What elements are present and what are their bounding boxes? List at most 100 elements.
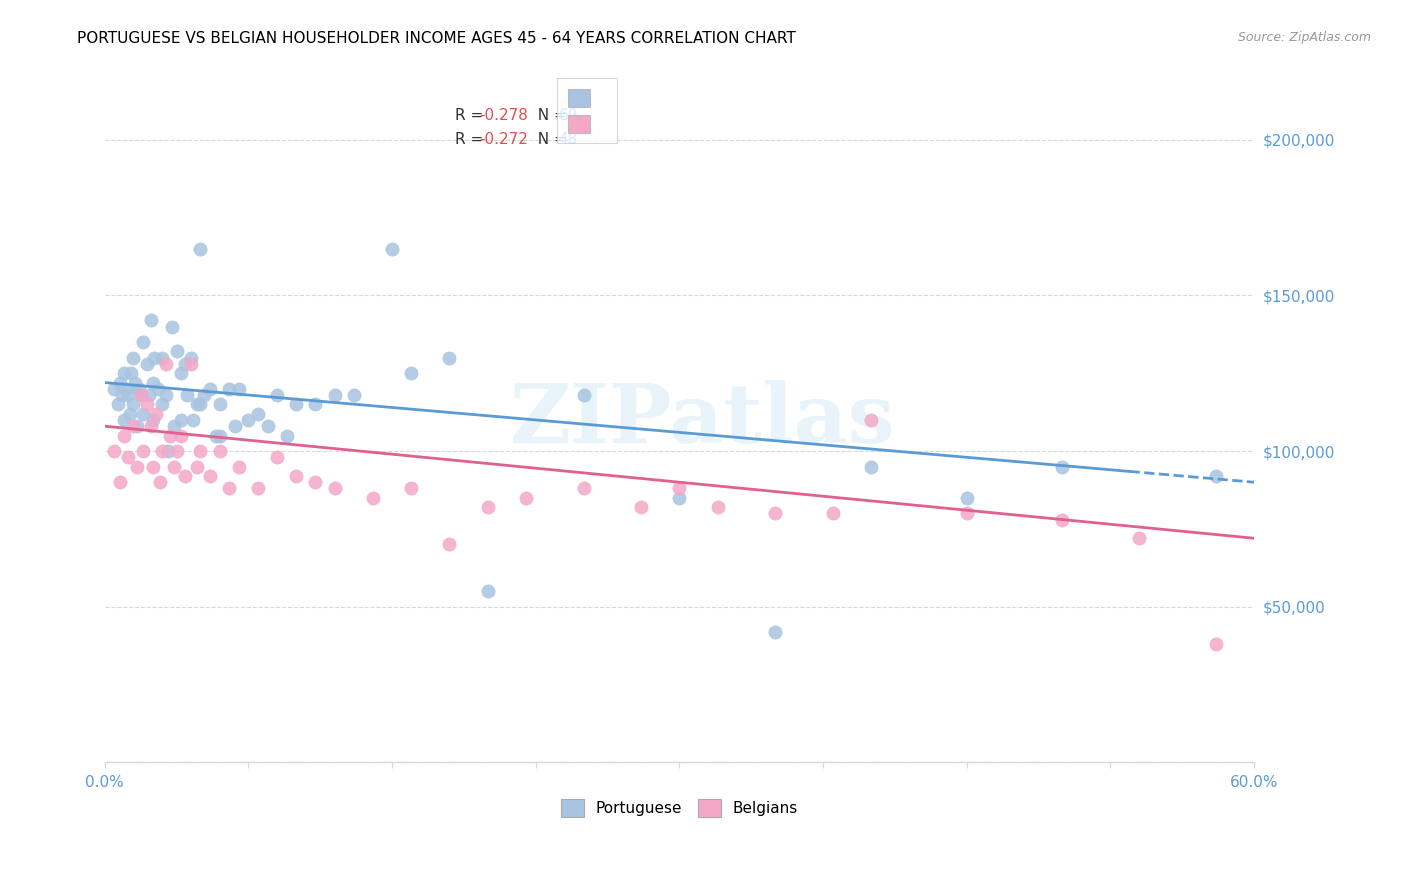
Point bbox=[150, 351, 173, 365]
Point bbox=[956, 491, 979, 505]
Point bbox=[228, 382, 250, 396]
Point bbox=[156, 444, 179, 458]
Point bbox=[176, 388, 198, 402]
Point bbox=[112, 366, 135, 380]
Text: 69: 69 bbox=[558, 108, 578, 123]
Text: 48: 48 bbox=[558, 132, 578, 147]
Point bbox=[103, 444, 125, 458]
Point bbox=[181, 413, 204, 427]
Point bbox=[135, 397, 157, 411]
Point bbox=[186, 459, 208, 474]
Point bbox=[381, 242, 404, 256]
Point bbox=[128, 382, 150, 396]
Point bbox=[142, 376, 165, 390]
Point bbox=[276, 428, 298, 442]
Point bbox=[1052, 459, 1074, 474]
Point bbox=[228, 459, 250, 474]
Point bbox=[180, 351, 202, 365]
Point bbox=[170, 428, 193, 442]
Point bbox=[706, 500, 728, 515]
Text: -0.272: -0.272 bbox=[479, 132, 529, 147]
Point bbox=[174, 357, 197, 371]
Point bbox=[107, 397, 129, 411]
Point bbox=[139, 419, 162, 434]
Point bbox=[208, 397, 231, 411]
Point bbox=[439, 351, 461, 365]
Point bbox=[572, 388, 595, 402]
Point bbox=[208, 444, 231, 458]
Point bbox=[162, 419, 184, 434]
Point bbox=[122, 351, 145, 365]
Point bbox=[477, 584, 499, 599]
Point bbox=[111, 388, 134, 402]
Point bbox=[112, 428, 135, 442]
Point bbox=[103, 382, 125, 396]
Point bbox=[166, 444, 188, 458]
Text: -0.278: -0.278 bbox=[479, 108, 529, 123]
Point bbox=[112, 413, 135, 427]
Point bbox=[304, 475, 326, 490]
Point bbox=[148, 382, 170, 396]
Point bbox=[246, 407, 269, 421]
Point bbox=[149, 475, 172, 490]
Point bbox=[224, 419, 246, 434]
Point bbox=[162, 459, 184, 474]
Point bbox=[323, 482, 346, 496]
Point bbox=[477, 500, 499, 515]
Point bbox=[132, 335, 155, 350]
Point bbox=[190, 397, 212, 411]
Point bbox=[170, 413, 193, 427]
Point bbox=[166, 344, 188, 359]
Text: PORTUGUESE VS BELGIAN HOUSEHOLDER INCOME AGES 45 - 64 YEARS CORRELATION CHART: PORTUGUESE VS BELGIAN HOUSEHOLDER INCOME… bbox=[77, 31, 796, 46]
Point bbox=[859, 459, 882, 474]
Point bbox=[763, 506, 786, 520]
Point bbox=[117, 388, 139, 402]
Point bbox=[399, 482, 422, 496]
Point bbox=[127, 419, 149, 434]
Point bbox=[204, 428, 226, 442]
Legend: Portuguese, Belgians: Portuguese, Belgians bbox=[554, 792, 804, 823]
Point bbox=[129, 388, 152, 402]
Point bbox=[170, 366, 193, 380]
Point bbox=[304, 397, 326, 411]
Point bbox=[121, 366, 143, 380]
Point bbox=[323, 388, 346, 402]
Point bbox=[142, 413, 165, 427]
Point bbox=[361, 491, 384, 505]
Point bbox=[630, 500, 652, 515]
Text: N =: N = bbox=[527, 132, 571, 147]
Point bbox=[668, 482, 690, 496]
Point bbox=[139, 313, 162, 327]
Point bbox=[108, 475, 131, 490]
Point bbox=[114, 382, 136, 396]
Point bbox=[135, 357, 157, 371]
Point bbox=[218, 482, 240, 496]
Point bbox=[174, 469, 197, 483]
Point bbox=[238, 413, 260, 427]
Point bbox=[859, 413, 882, 427]
Point bbox=[127, 459, 149, 474]
Point bbox=[198, 382, 221, 396]
Point bbox=[668, 491, 690, 505]
Point bbox=[285, 397, 308, 411]
Point bbox=[266, 388, 288, 402]
Point bbox=[218, 382, 240, 396]
Point bbox=[1205, 637, 1227, 651]
Point bbox=[572, 482, 595, 496]
Point bbox=[138, 388, 160, 402]
Point bbox=[186, 397, 208, 411]
Point bbox=[108, 376, 131, 390]
Point bbox=[155, 357, 177, 371]
Point bbox=[118, 407, 141, 421]
Point bbox=[150, 397, 173, 411]
Point bbox=[117, 450, 139, 465]
Point bbox=[439, 537, 461, 551]
Point bbox=[246, 482, 269, 496]
Point bbox=[124, 376, 146, 390]
Point bbox=[160, 319, 183, 334]
Point bbox=[256, 419, 278, 434]
Point bbox=[1052, 512, 1074, 526]
Point bbox=[198, 469, 221, 483]
Text: N =: N = bbox=[527, 108, 571, 123]
Text: Source: ZipAtlas.com: Source: ZipAtlas.com bbox=[1237, 31, 1371, 45]
